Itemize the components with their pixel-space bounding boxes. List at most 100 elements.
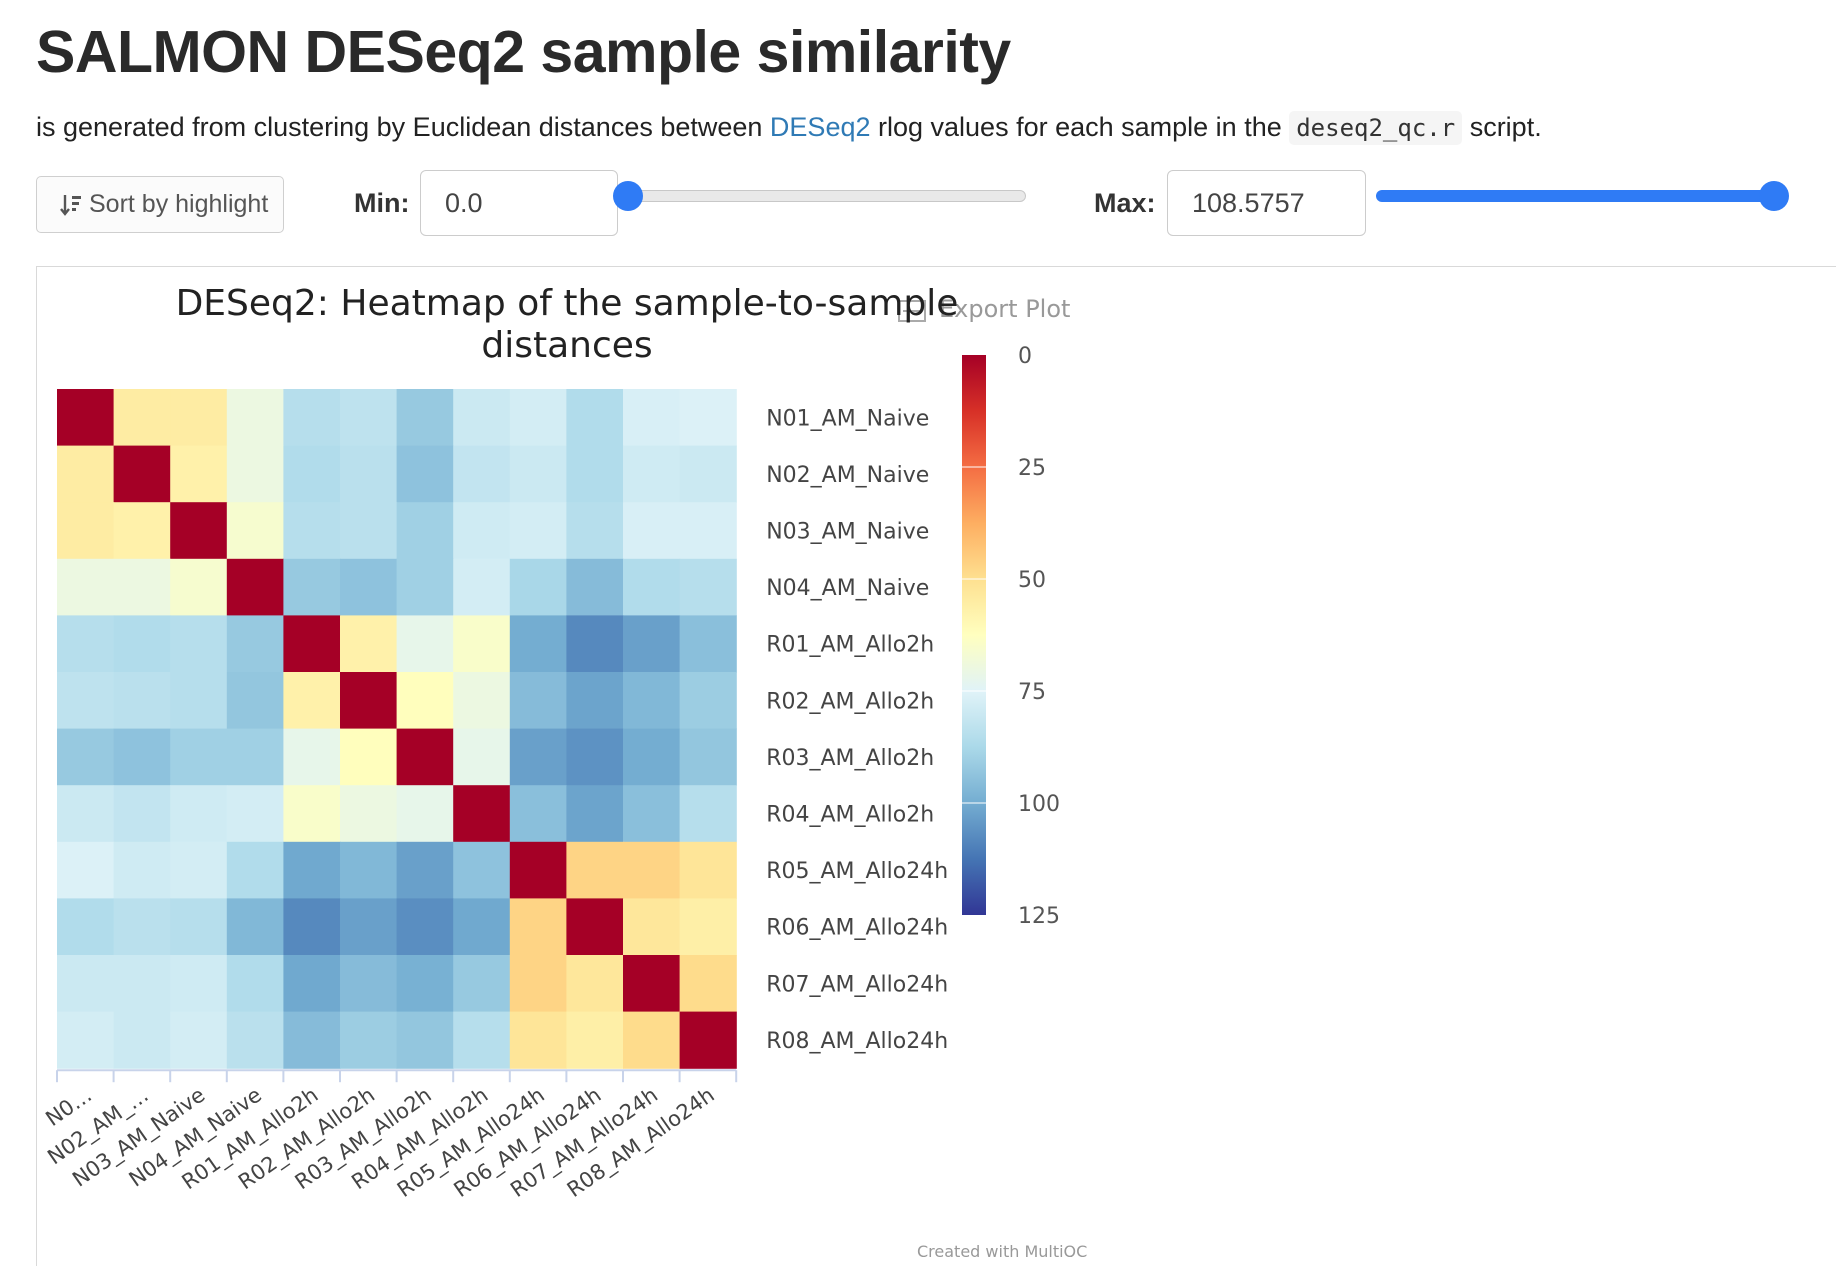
heatmap-cell[interactable] [57,898,115,956]
heatmap-cell[interactable] [453,1011,511,1069]
heatmap-cell[interactable] [226,445,284,503]
heatmap-cell[interactable] [396,955,454,1013]
heatmap-cell[interactable] [396,558,454,616]
heatmap-cell[interactable] [453,728,511,786]
heatmap-cell[interactable] [283,728,341,786]
heatmap-cell[interactable] [113,785,171,843]
heatmap-cell[interactable] [396,502,454,560]
heatmap-cell[interactable] [113,898,171,956]
heatmap-cell[interactable] [453,615,511,673]
heatmap-cell[interactable] [283,445,341,503]
heatmap-cell[interactable] [396,898,454,956]
heatmap-cell[interactable] [679,785,737,843]
heatmap-cell[interactable] [509,785,567,843]
heatmap-cell[interactable] [453,955,511,1013]
heatmap-cell[interactable] [57,785,115,843]
heatmap-cell[interactable] [509,672,567,730]
heatmap-cell[interactable] [396,615,454,673]
sort-by-highlight-button[interactable]: Sort by highlight [36,176,284,233]
heatmap-cell[interactable] [396,728,454,786]
heatmap-cell[interactable] [566,615,624,673]
heatmap-cell[interactable] [340,445,398,503]
heatmap-cell[interactable] [226,558,284,616]
heatmap-cell[interactable] [453,558,511,616]
heatmap-cell[interactable] [509,955,567,1013]
heatmap-cell[interactable] [170,615,228,673]
heatmap-cell[interactable] [57,615,115,673]
heatmap-cell[interactable] [170,502,228,560]
heatmap-cell[interactable] [509,445,567,503]
heatmap-cell[interactable] [113,841,171,899]
heatmap-cell[interactable] [396,389,454,447]
heatmap-cell[interactable] [340,502,398,560]
heatmap-cell[interactable] [396,841,454,899]
heatmap-cell[interactable] [623,785,681,843]
heatmap-cell[interactable] [679,841,737,899]
heatmap-cell[interactable] [113,502,171,560]
heatmap-cell[interactable] [396,672,454,730]
heatmap-cell[interactable] [396,1011,454,1069]
heatmap-cell[interactable] [340,785,398,843]
heatmap-cell[interactable] [566,728,624,786]
heatmap-cell[interactable] [226,389,284,447]
heatmap-cell[interactable] [566,898,624,956]
heatmap-cell[interactable] [679,389,737,447]
heatmap-cell[interactable] [113,558,171,616]
heatmap-cell[interactable] [226,841,284,899]
heatmap-cell[interactable] [679,1011,737,1069]
heatmap-cell[interactable] [226,615,284,673]
heatmap-cell[interactable] [170,785,228,843]
heatmap-cell[interactable] [679,728,737,786]
heatmap-cell[interactable] [509,502,567,560]
heatmap-cell[interactable] [566,841,624,899]
heatmap-cell[interactable] [623,672,681,730]
heatmap-cell[interactable] [453,785,511,843]
heatmap-cell[interactable] [623,445,681,503]
heatmap-cell[interactable] [170,445,228,503]
heatmap-cell[interactable] [283,389,341,447]
heatmap-cell[interactable] [679,898,737,956]
heatmap-cell[interactable] [566,502,624,560]
heatmap-cell[interactable] [623,558,681,616]
heatmap-cell[interactable] [226,672,284,730]
heatmap-cell[interactable] [113,728,171,786]
max-slider-track[interactable] [1376,190,1774,202]
heatmap-cell[interactable] [340,1011,398,1069]
heatmap-cell[interactable] [340,955,398,1013]
min-slider-track[interactable] [628,190,1026,202]
heatmap-cell[interactable] [226,898,284,956]
heatmap-cell[interactable] [340,898,398,956]
heatmap-cell[interactable] [509,1011,567,1069]
heatmap-cell[interactable] [283,615,341,673]
heatmap-cell[interactable] [57,841,115,899]
heatmap-cell[interactable] [283,955,341,1013]
heatmap-cell[interactable] [113,615,171,673]
heatmap-cell[interactable] [226,1011,284,1069]
heatmap-cell[interactable] [566,672,624,730]
heatmap-cell[interactable] [509,615,567,673]
heatmap-cell[interactable] [226,502,284,560]
heatmap-cell[interactable] [283,502,341,560]
heatmap-cell[interactable] [283,1011,341,1069]
max-slider-handle[interactable] [1759,181,1789,211]
heatmap-cell[interactable] [566,389,624,447]
heatmap-cell[interactable] [340,841,398,899]
heatmap-cell[interactable] [57,502,115,560]
heatmap-cell[interactable] [623,1011,681,1069]
heatmap-cell[interactable] [396,785,454,843]
heatmap-cell[interactable] [283,841,341,899]
heatmap-cell[interactable] [170,898,228,956]
max-value-input[interactable] [1167,170,1366,236]
export-plot-button[interactable]: Export Plot [898,295,1070,323]
heatmap-cell[interactable] [566,558,624,616]
heatmap-cell[interactable] [170,841,228,899]
heatmap-cell[interactable] [509,898,567,956]
heatmap-cell[interactable] [453,445,511,503]
heatmap-cell[interactable] [509,558,567,616]
heatmap-cell[interactable] [623,502,681,560]
heatmap-cell[interactable] [623,841,681,899]
heatmap-cell[interactable] [679,615,737,673]
heatmap-cell[interactable] [57,1011,115,1069]
heatmap-cell[interactable] [679,502,737,560]
heatmap-cell[interactable] [170,558,228,616]
